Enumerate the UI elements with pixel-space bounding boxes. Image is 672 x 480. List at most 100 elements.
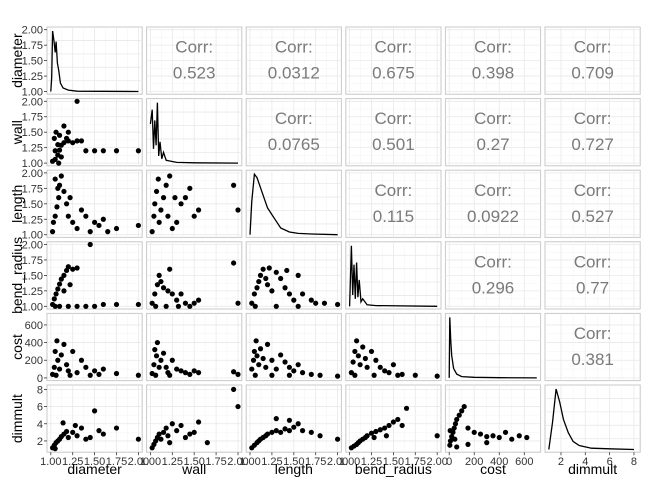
corr-value-bend_radius-cost: 0.296 xyxy=(472,278,515,297)
scatter-point xyxy=(74,433,80,439)
scatter-point xyxy=(496,434,502,441)
scatter-point xyxy=(231,369,237,375)
scatter-point xyxy=(67,372,73,378)
scatter-point xyxy=(153,188,160,195)
scatter-point xyxy=(74,265,80,271)
scatter-point xyxy=(382,425,388,431)
scatter-point xyxy=(160,285,167,291)
y-tick-label: 8 xyxy=(37,384,43,396)
scatter-point xyxy=(83,213,89,219)
scatter-point xyxy=(174,297,180,303)
corr-label: Corr: xyxy=(375,181,413,200)
scatter-point xyxy=(58,154,64,160)
x-variable-label-dimmult: dimmult xyxy=(568,461,617,477)
scatter-point xyxy=(465,441,471,447)
scatter-point xyxy=(83,303,89,309)
scatter-point xyxy=(153,353,160,359)
scatter-point xyxy=(250,357,257,363)
corr-label: Corr: xyxy=(175,38,213,57)
scatter-point xyxy=(452,436,458,442)
scatter-point xyxy=(92,368,98,374)
scatter-point xyxy=(113,225,120,232)
scatter-point xyxy=(51,296,57,302)
scatter-point xyxy=(334,301,341,308)
scatter-point xyxy=(158,278,164,285)
scatter-point xyxy=(509,436,515,442)
scatter-point xyxy=(502,429,509,435)
scatter-point xyxy=(373,428,379,435)
scatter-point xyxy=(447,438,454,444)
scatter-point xyxy=(56,366,63,372)
scatter-point xyxy=(156,219,162,225)
scatter-point xyxy=(360,344,366,350)
scatter-point xyxy=(56,303,63,309)
y-tick-label: 2 xyxy=(37,436,43,448)
scatter-point xyxy=(50,219,57,225)
scatter-point xyxy=(403,405,410,411)
scatter-point xyxy=(53,372,59,378)
scatter-point xyxy=(249,366,255,372)
scatter-point xyxy=(187,185,193,191)
y-tick-label: 0 xyxy=(37,373,43,385)
scatter-point xyxy=(53,291,59,297)
x-tick-label: 2.00 xyxy=(227,456,248,468)
scatter-point xyxy=(167,266,173,272)
x-variable-label-length: length xyxy=(275,461,313,477)
x-tick-label: 2 xyxy=(558,456,564,468)
scatter-point xyxy=(182,300,189,306)
y-tick-label: 1.50 xyxy=(22,56,43,68)
scatter-point xyxy=(149,300,155,306)
scatter-point xyxy=(273,269,279,275)
scatter-point xyxy=(334,436,341,442)
scatter-point xyxy=(178,368,184,374)
scatter-point xyxy=(96,371,102,377)
scatter-point xyxy=(235,300,241,306)
x-tick-label: 1.75 xyxy=(405,456,426,468)
panel-length-cost xyxy=(444,169,542,238)
corr-label: Corr: xyxy=(474,181,512,200)
scatter-point xyxy=(53,129,59,135)
scatter-point xyxy=(51,364,57,370)
scatter-point xyxy=(187,303,193,309)
corr-value-length-bend_radius: 0.115 xyxy=(373,207,414,226)
scatter-point xyxy=(163,364,169,370)
panel-bend_radius-bend_radius xyxy=(345,241,442,310)
scatter-point xyxy=(273,303,279,309)
x-tick-label: 2.00 xyxy=(128,456,149,468)
corr-label: Corr: xyxy=(375,38,413,57)
corr-value-diameter-cost: 0.398 xyxy=(472,64,515,83)
scatter-point xyxy=(454,444,460,450)
scatter-point xyxy=(178,201,184,207)
corr-label: Corr: xyxy=(574,324,612,343)
scatter-point xyxy=(165,288,171,294)
scatter-point xyxy=(204,440,210,446)
panel-dimmult-wall xyxy=(146,384,243,453)
scatter-point xyxy=(350,359,356,365)
scatter-point xyxy=(92,303,98,309)
x-tick-label: 2.00 xyxy=(327,456,348,468)
scatter-point xyxy=(74,138,80,144)
x-tick-label: 1.75 xyxy=(205,456,226,468)
x-tick-label: 200 xyxy=(465,456,483,468)
panel-length-length xyxy=(245,169,342,238)
scatter-point xyxy=(321,300,328,306)
corr-value-wall-cost: 0.27 xyxy=(476,135,509,154)
scatter-point xyxy=(158,357,164,363)
scatter-point xyxy=(273,366,279,372)
scatter-point xyxy=(253,338,259,344)
x-variable-label-wall: wall xyxy=(181,461,206,477)
panel-cost-dimmult xyxy=(544,312,641,382)
corr-label: Corr: xyxy=(275,109,313,128)
panel-dimmult-diameter xyxy=(46,384,143,453)
x-tick-label: 1.00 xyxy=(339,456,360,468)
scatter-point xyxy=(167,173,173,179)
panel-diameter-cost xyxy=(444,26,542,95)
scatter-point xyxy=(191,300,197,306)
scatter-point xyxy=(160,350,167,356)
scatter-point xyxy=(56,147,63,153)
scatter-point xyxy=(175,303,182,309)
y-variable-label-diameter: diameter xyxy=(9,33,25,88)
scatter-point xyxy=(195,207,202,213)
scatter-point xyxy=(282,426,288,432)
scatter-point xyxy=(163,182,169,188)
